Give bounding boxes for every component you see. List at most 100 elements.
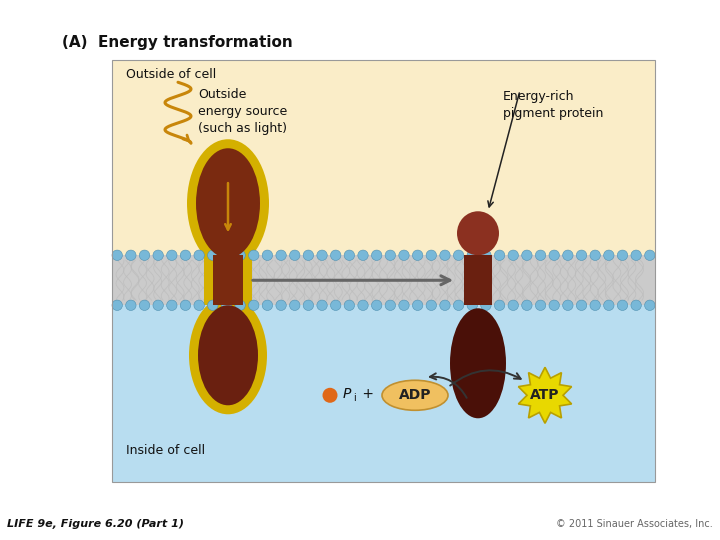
Circle shape (153, 250, 163, 260)
Circle shape (603, 300, 614, 310)
Text: LIFE 9e, Figure 6.20 (Part 1): LIFE 9e, Figure 6.20 (Part 1) (7, 518, 184, 529)
Circle shape (262, 300, 273, 310)
Circle shape (385, 250, 395, 260)
Circle shape (399, 250, 409, 260)
Circle shape (590, 250, 600, 260)
Circle shape (221, 250, 232, 260)
Circle shape (454, 250, 464, 260)
Text: P: P (343, 387, 351, 401)
Circle shape (399, 300, 409, 310)
Circle shape (495, 250, 505, 260)
Circle shape (194, 250, 204, 260)
Circle shape (562, 250, 573, 260)
Ellipse shape (196, 148, 260, 258)
Ellipse shape (187, 139, 269, 267)
Text: ADP: ADP (399, 388, 431, 402)
Text: +: + (358, 387, 374, 401)
Text: ATP: ATP (530, 388, 559, 402)
Circle shape (508, 300, 518, 310)
Circle shape (385, 300, 395, 310)
Circle shape (617, 250, 628, 260)
Circle shape (536, 250, 546, 260)
Text: Outside
energy source
(such as light): Outside energy source (such as light) (198, 88, 287, 135)
Polygon shape (518, 367, 572, 423)
Ellipse shape (189, 296, 267, 414)
Circle shape (481, 250, 491, 260)
Circle shape (317, 300, 328, 310)
Circle shape (276, 300, 287, 310)
Circle shape (413, 300, 423, 310)
Circle shape (549, 250, 559, 260)
Circle shape (522, 250, 532, 260)
Circle shape (317, 250, 328, 260)
Circle shape (323, 388, 338, 403)
Text: Energy-rich
pigment protein: Energy-rich pigment protein (503, 90, 603, 120)
Circle shape (248, 250, 259, 260)
Circle shape (522, 300, 532, 310)
Circle shape (358, 300, 368, 310)
FancyArrowPatch shape (450, 370, 521, 386)
Circle shape (153, 300, 163, 310)
Text: © 2011 Sinauer Associates, Inc.: © 2011 Sinauer Associates, Inc. (556, 518, 713, 529)
Circle shape (426, 250, 436, 260)
Circle shape (344, 250, 354, 260)
Circle shape (631, 250, 642, 260)
Circle shape (617, 300, 628, 310)
Circle shape (194, 300, 204, 310)
Circle shape (330, 300, 341, 310)
Text: Figure 6.20  Other Membrane Functions (Part 1): Figure 6.20 Other Membrane Functions (Pa… (6, 8, 371, 23)
Circle shape (440, 300, 450, 310)
Circle shape (344, 300, 354, 310)
Circle shape (440, 250, 450, 260)
Ellipse shape (198, 305, 258, 406)
Circle shape (112, 300, 122, 310)
Bar (204, 255, 252, 305)
Circle shape (467, 300, 477, 310)
Circle shape (508, 250, 518, 260)
Circle shape (536, 300, 546, 310)
Circle shape (590, 300, 600, 310)
Circle shape (562, 300, 573, 310)
Circle shape (207, 300, 218, 310)
Circle shape (180, 300, 191, 310)
Ellipse shape (450, 308, 506, 418)
Text: (A)  Energy transformation: (A) Energy transformation (62, 35, 293, 50)
Circle shape (276, 250, 287, 260)
Bar (112, 60, 655, 482)
Circle shape (372, 250, 382, 260)
Circle shape (358, 250, 368, 260)
Circle shape (426, 300, 436, 310)
Circle shape (481, 300, 491, 310)
Circle shape (248, 300, 259, 310)
Circle shape (644, 300, 655, 310)
Circle shape (221, 300, 232, 310)
Circle shape (303, 250, 314, 260)
Circle shape (372, 300, 382, 310)
Circle shape (235, 250, 246, 260)
Text: Inside of cell: Inside of cell (126, 444, 205, 457)
Circle shape (549, 300, 559, 310)
Text: Outside of cell: Outside of cell (126, 68, 216, 81)
Circle shape (467, 250, 477, 260)
FancyArrowPatch shape (430, 373, 467, 398)
Text: i: i (353, 393, 356, 403)
Circle shape (454, 300, 464, 310)
Circle shape (289, 250, 300, 260)
Circle shape (330, 250, 341, 260)
Circle shape (413, 250, 423, 260)
Circle shape (139, 300, 150, 310)
Ellipse shape (382, 380, 448, 410)
Bar (112, 255, 655, 305)
Circle shape (495, 300, 505, 310)
Circle shape (126, 300, 136, 310)
Circle shape (631, 300, 642, 310)
Circle shape (262, 250, 273, 260)
Circle shape (235, 300, 246, 310)
Circle shape (112, 250, 122, 260)
Circle shape (644, 250, 655, 260)
Circle shape (180, 250, 191, 260)
Circle shape (303, 300, 314, 310)
Circle shape (166, 300, 177, 310)
Bar (112, 305, 655, 482)
Bar (112, 60, 655, 255)
